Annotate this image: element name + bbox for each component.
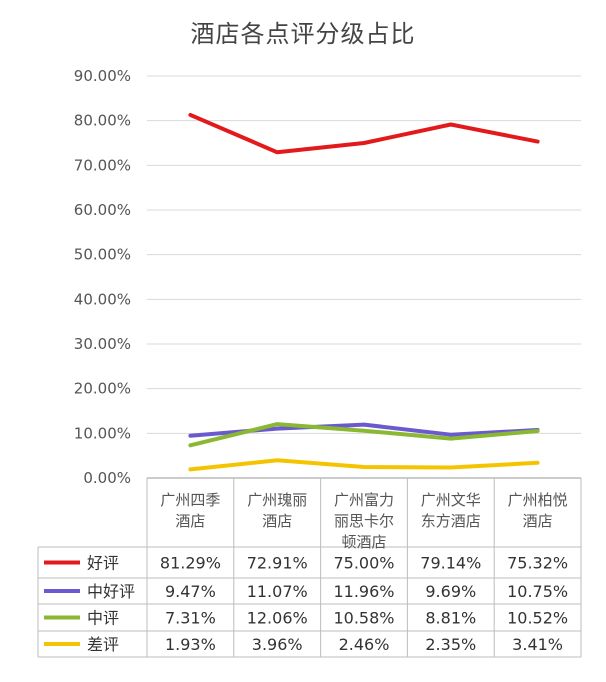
category-label: 丽思卡尔 <box>334 512 394 530</box>
y-tick-label: 20.00% <box>74 380 131 398</box>
y-tick-label: 40.00% <box>74 290 131 308</box>
data-label: 11.96% <box>333 582 394 601</box>
y-tick-label: 80.00% <box>74 112 131 130</box>
series-line-4 <box>188 458 540 472</box>
data-label: 8.81% <box>425 609 476 628</box>
category-label: 酒店 <box>262 512 292 530</box>
data-label: 10.75% <box>507 582 568 601</box>
data-label: 81.29% <box>160 554 221 573</box>
data-label: 12.06% <box>247 609 308 628</box>
data-label: 2.35% <box>425 635 476 654</box>
legend-label: 中评 <box>87 609 119 628</box>
category-label: 广州瑰丽 <box>247 491 307 509</box>
y-tick-label: 50.00% <box>74 246 131 264</box>
category-label: 酒店 <box>523 512 553 530</box>
data-label: 2.46% <box>339 635 390 654</box>
legend-label: 差评 <box>87 635 119 654</box>
y-tick-label: 70.00% <box>74 156 131 174</box>
category-label: 广州富力 <box>334 491 394 509</box>
chart-title: 酒店各点评分级占比 <box>190 20 416 48</box>
category-label: 广州柏悦 <box>508 491 568 509</box>
data-label: 10.52% <box>507 609 568 628</box>
category-label: 广州四季 <box>160 491 220 509</box>
data-label: 1.93% <box>165 635 216 654</box>
data-label: 75.00% <box>333 554 394 573</box>
data-label: 72.91% <box>247 554 308 573</box>
y-tick-label: 10.00% <box>74 424 131 442</box>
y-tick-label: 0.00% <box>83 469 131 487</box>
data-label: 79.14% <box>420 554 481 573</box>
category-label: 广州文华 <box>421 491 481 509</box>
data-label: 75.32% <box>507 554 568 573</box>
legend-label: 好评 <box>87 554 119 573</box>
y-tick-label: 30.00% <box>74 335 131 353</box>
category-label: 酒店 <box>175 512 205 530</box>
y-tick-label: 90.00% <box>74 67 131 85</box>
category-label: 顿酒店 <box>341 533 386 551</box>
data-label: 10.58% <box>333 609 394 628</box>
category-label: 东方酒店 <box>421 512 481 530</box>
data-label: 11.07% <box>247 582 308 601</box>
data-label: 3.96% <box>252 635 303 654</box>
data-label: 9.69% <box>425 582 476 601</box>
data-label: 7.31% <box>165 609 216 628</box>
series-line-3 <box>188 422 540 448</box>
data-label: 3.41% <box>512 635 563 654</box>
legend-label: 中好评 <box>87 582 135 601</box>
data-label: 9.47% <box>165 582 216 601</box>
y-tick-label: 60.00% <box>74 201 131 219</box>
